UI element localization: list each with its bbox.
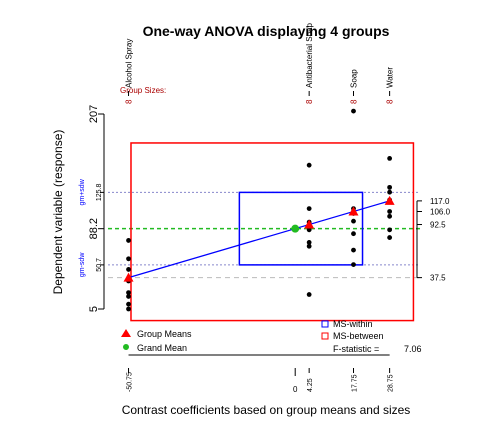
group-mean-marker xyxy=(348,206,359,216)
chart-title: One-way ANOVA displaying 4 groups xyxy=(143,23,390,39)
group-mean-marker xyxy=(384,195,395,205)
group-name-label: Soap xyxy=(349,69,358,88)
data-point xyxy=(387,227,393,233)
right-mean-label: 117.0 xyxy=(430,197,450,206)
group-name-label: Water xyxy=(386,67,395,88)
data-point xyxy=(306,292,312,297)
data-point xyxy=(387,184,393,190)
contrast-label: 28.75 xyxy=(388,374,395,392)
y-tick-label: 88.2 xyxy=(88,218,100,239)
y-tick-label: 5 xyxy=(88,306,100,312)
data-point xyxy=(387,209,393,214)
legend-group-mean-symbol xyxy=(121,329,131,337)
data-point xyxy=(387,213,393,219)
data-point xyxy=(387,189,393,195)
grand-mean-marker xyxy=(291,224,300,233)
sd-label: gm+sdw xyxy=(79,178,86,205)
group-size-label: 8 xyxy=(349,99,358,104)
y-axis-label: Dependent variable (response) xyxy=(51,130,65,295)
legend-grand-mean-label: Grand Mean xyxy=(137,343,187,353)
ms-within-box xyxy=(238,191,364,266)
data-point xyxy=(306,243,312,249)
data-point xyxy=(351,108,356,114)
data-point xyxy=(306,206,312,212)
group-mean-marker xyxy=(304,219,315,229)
group-size-label: 8 xyxy=(125,99,134,104)
group-name-label: Antibacterial Soap xyxy=(305,23,314,88)
y-tick-label: 207 xyxy=(88,105,100,123)
group-sizes-label: Group Sizes: xyxy=(120,86,166,95)
contrast-label: 17.75 xyxy=(351,374,358,392)
data-point xyxy=(126,238,131,243)
data-point xyxy=(351,262,356,267)
legend-grand-mean-symbol xyxy=(123,344,129,350)
legend-f-statistic-label: F-statistic = xyxy=(333,344,379,354)
right-mean-label: 92.5 xyxy=(430,221,446,230)
x-axis-label: Contrast coefficients based on group mea… xyxy=(122,403,411,417)
legend-ms-within-symbol xyxy=(321,320,329,328)
data-point xyxy=(351,218,356,224)
data-point xyxy=(306,239,312,245)
data-point xyxy=(387,235,393,240)
legend-ms-between-symbol xyxy=(321,332,329,340)
data-point xyxy=(351,231,356,237)
data-point xyxy=(351,247,356,253)
ms-between-box xyxy=(130,142,415,322)
data-point xyxy=(126,306,131,312)
data-point xyxy=(387,156,393,161)
sd-label: gm-sdw xyxy=(79,252,86,277)
data-point xyxy=(126,290,131,295)
data-point xyxy=(126,267,131,272)
zero-label: 0 xyxy=(293,385,298,394)
contrast-label: -50.75 xyxy=(127,372,134,392)
data-point xyxy=(306,227,312,233)
data-point xyxy=(126,301,131,307)
group-name-label: Alcohol Spray xyxy=(125,39,134,88)
group-means-line xyxy=(128,200,390,279)
data-point xyxy=(306,162,312,168)
legend-ms-within-label: MS-within xyxy=(333,319,373,329)
right-mean-label: 37.5 xyxy=(430,274,446,283)
sd-tick-label: 125.8 xyxy=(96,184,103,202)
data-point xyxy=(126,256,131,262)
legend-group-means-label: Group Means xyxy=(137,329,192,339)
group-mean-marker xyxy=(123,272,134,282)
plot-area: 5 88.2 207 50.7 gm-sdw 125.8 gm+sdw Alcohol Spr… xyxy=(79,23,451,394)
legend-ms-between-label: MS-between xyxy=(333,331,384,341)
group-size-label: 8 xyxy=(305,99,314,104)
legend-f-statistic-value: 7.06 xyxy=(404,344,422,354)
data-point xyxy=(126,294,131,299)
right-mean-label: 106.0 xyxy=(430,208,451,217)
sd-tick-label: 50.7 xyxy=(96,258,103,272)
group-size-label: 8 xyxy=(386,99,395,104)
contrast-label: 4.25 xyxy=(307,378,314,392)
